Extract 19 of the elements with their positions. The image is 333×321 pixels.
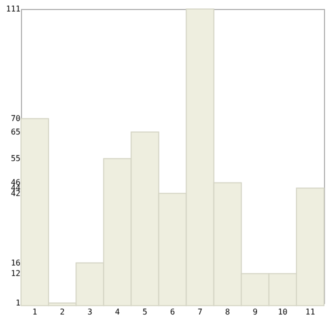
x-tick-label: 1 xyxy=(32,308,38,316)
x-tick-label: 10 xyxy=(278,308,288,316)
y-tick-label: 12 xyxy=(10,269,21,278)
y-tick-label: 16 xyxy=(10,258,21,268)
x-tick-label: 6 xyxy=(170,308,176,316)
y-tick-label: 70 xyxy=(10,114,21,124)
x-tick-label: 8 xyxy=(225,308,230,316)
x-tick-label: 4 xyxy=(114,308,120,316)
y-tick-label: 111 xyxy=(6,4,21,14)
y-tick-label: 1 xyxy=(16,298,21,308)
x-tick-label: 5 xyxy=(142,308,148,316)
x-tick-label: 9 xyxy=(252,308,258,316)
y-tick-label: 55 xyxy=(10,154,21,164)
x-tick-label: 11 xyxy=(305,308,316,316)
x-tick-label: 3 xyxy=(87,308,92,316)
x-tick-label: 7 xyxy=(198,308,203,316)
y-tick-label: 42 xyxy=(10,188,21,198)
x-tick-label: 2 xyxy=(60,308,65,316)
y-tick-label: 65 xyxy=(10,127,21,136)
